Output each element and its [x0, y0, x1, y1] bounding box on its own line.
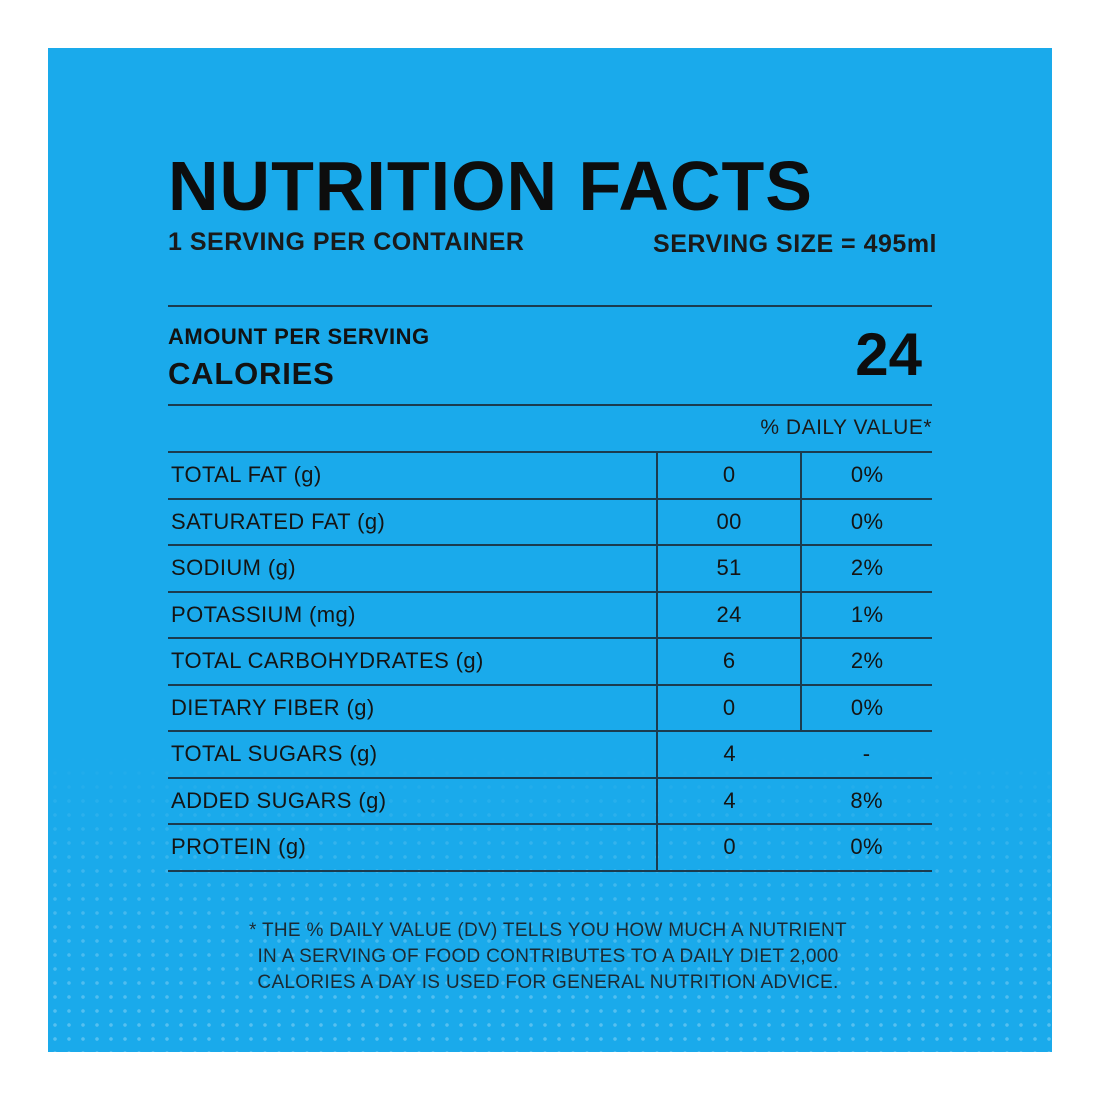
page-title: NUTRITION FACTS — [168, 147, 813, 225]
nutrient-amount: 0 — [655, 823, 802, 872]
nutrient-name: TOTAL CARBOHYDRATES (g) — [168, 637, 657, 685]
nutrient-daily-value: - — [801, 730, 932, 778]
footnote-line: * THE % DAILY VALUE (DV) TELLS YOU HOW M… — [249, 920, 847, 941]
serving-size: SERVING SIZE = 495ml — [653, 230, 937, 258]
table-row: PROTEIN (g) 0 0% — [168, 823, 932, 872]
nutrition-panel: NUTRITION FACTS 1 SERVING PER CONTAINER … — [48, 48, 1052, 1052]
servings-per-container: 1 SERVING PER CONTAINER — [168, 228, 525, 256]
nutrient-name: SODIUM (g) — [168, 544, 657, 592]
nutrient-daily-value: 0% — [800, 451, 932, 499]
nutrient-daily-value: 2% — [800, 637, 932, 685]
nutrient-daily-value: 1% — [800, 590, 932, 638]
table-row: ADDED SUGARS (g) 4 8% — [168, 776, 932, 824]
nutrient-amount: 51 — [655, 544, 802, 592]
table-row: POTASSIUM (mg) 24 1% — [168, 590, 932, 638]
amount-per-serving-label: AMOUNT PER SERVING — [168, 324, 430, 349]
table-row: TOTAL FAT (g) 0 0% — [168, 451, 932, 499]
daily-value-header: % DAILY VALUE* — [760, 416, 932, 439]
divider-calories — [168, 404, 932, 406]
nutrient-name: TOTAL SUGARS (g) — [168, 730, 657, 778]
nutrient-amount: 24 — [655, 590, 802, 638]
table-row: DIETARY FIBER (g) 0 0% — [168, 683, 932, 731]
nutrient-table: TOTAL FAT (g) 0 0% SATURATED FAT (g) 00 … — [168, 451, 932, 872]
nutrient-daily-value: 0% — [800, 497, 932, 545]
nutrient-daily-value: 0% — [800, 683, 932, 731]
nutrient-amount: 6 — [655, 637, 802, 685]
nutrient-daily-value: 8% — [801, 776, 932, 824]
nutrient-amount: 0 — [655, 683, 802, 731]
footnote-line: CALORIES A DAY IS USED FOR GENERAL NUTRI… — [257, 972, 839, 993]
footnote-line: IN A SERVING OF FOOD CONTRIBUTES TO A DA… — [257, 946, 839, 967]
nutrient-amount: 4 — [655, 730, 802, 778]
nutrient-amount: 00 — [655, 497, 802, 545]
nutrient-daily-value: 2% — [800, 544, 932, 592]
table-row: SODIUM (g) 51 2% — [168, 544, 932, 592]
nutrient-name: DIETARY FIBER (g) — [168, 683, 657, 731]
calories-label: CALORIES — [168, 356, 335, 391]
divider-top — [168, 305, 932, 307]
nutrient-amount: 0 — [655, 451, 802, 499]
table-row: SATURATED FAT (g) 00 0% — [168, 497, 932, 545]
nutrient-name: ADDED SUGARS (g) — [168, 776, 657, 824]
table-row: TOTAL SUGARS (g) 4 - — [168, 730, 932, 778]
nutrient-name: SATURATED FAT (g) — [168, 497, 657, 545]
nutrient-name: POTASSIUM (mg) — [168, 590, 657, 638]
table-row: TOTAL CARBOHYDRATES (g) 6 2% — [168, 637, 932, 685]
footnote: * THE % DAILY VALUE (DV) TELLS YOU HOW M… — [238, 918, 858, 996]
nutrient-daily-value: 0% — [801, 823, 932, 872]
nutrient-amount: 4 — [655, 776, 802, 824]
calories-value: 24 — [855, 321, 922, 388]
nutrient-name: TOTAL FAT (g) — [168, 451, 657, 499]
nutrient-name: PROTEIN (g) — [168, 823, 657, 872]
